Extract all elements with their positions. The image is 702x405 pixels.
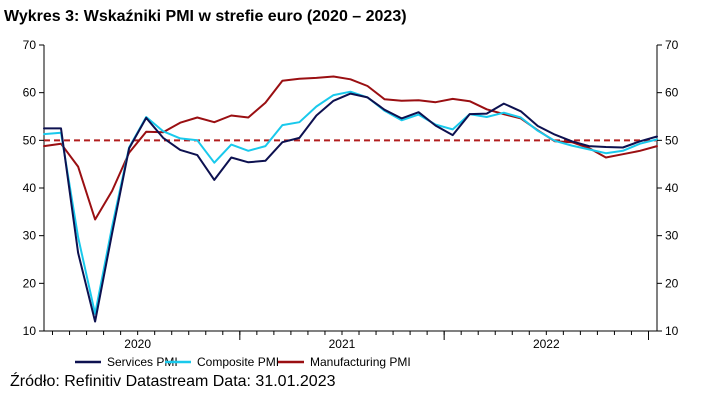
y-tick-label-right: 10 <box>665 324 679 338</box>
manufacturing-pmi-legend-label: Manufacturing PMI <box>310 355 411 369</box>
y-tick-label-right: 70 <box>665 38 679 52</box>
y-axis-right: 10 20 30 40 50 60 70 <box>657 38 679 338</box>
y-tick-label-right: 40 <box>665 181 679 195</box>
y-tick-label-right: 50 <box>665 133 679 147</box>
x-tick-label: 2022 <box>533 337 560 351</box>
services-pmi-legend-label: Services PMI <box>107 355 178 369</box>
y-tick-label-left: 10 <box>23 324 37 338</box>
plot-frame <box>43 45 658 332</box>
composite-pmi-line <box>43 90 658 315</box>
y-tick-label-left: 70 <box>23 38 37 52</box>
y-axis-left: 10 20 30 40 50 60 70 <box>23 38 44 338</box>
y-tick-label-left: 40 <box>23 181 37 195</box>
legend: Services PMI Composite PMI Manufacturing P… <box>75 355 411 369</box>
manufacturing-pmi-line <box>43 75 658 221</box>
x-tick-label: 2020 <box>124 337 151 351</box>
y-tick-label-left: 60 <box>23 86 37 100</box>
services-pmi-line <box>43 92 658 323</box>
x-tick-label: 2021 <box>329 337 356 351</box>
y-tick-label-right: 30 <box>665 229 679 243</box>
composite-pmi-legend-label: Composite PMI <box>197 355 279 369</box>
y-tick-label-right: 20 <box>665 276 679 290</box>
series-lines <box>43 75 658 323</box>
y-tick-label-right: 60 <box>665 86 679 100</box>
y-tick-label-left: 50 <box>23 133 37 147</box>
x-axis: 2020 2021 2022 <box>52 331 649 351</box>
source-note: Źródło: Refinitiv Datastream Data: 31.01… <box>10 373 336 390</box>
y-tick-label-left: 20 <box>23 276 37 290</box>
chart-title: Wykres 3: Wskaźniki PMI w strefie euro (… <box>4 8 407 25</box>
y-tick-label-left: 30 <box>23 229 37 243</box>
